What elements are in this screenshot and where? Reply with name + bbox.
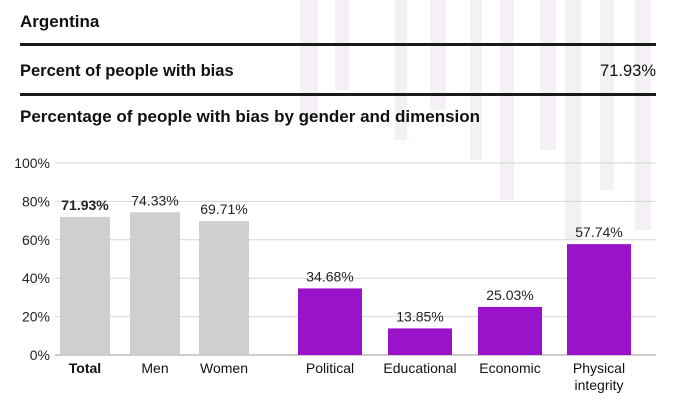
bars <box>60 212 631 355</box>
bar-chart: 0% 20% 40% 60% 80% 100% 71.93% 74.33% 69.71% 34.… <box>14 155 656 393</box>
data-labels: 71.93% 74.33% 69.71% 34.68% 13.85% 25.03% 57.7… <box>61 192 622 324</box>
data-label: 74.33% <box>131 192 178 208</box>
data-label: 57.74% <box>575 224 622 240</box>
category-label: Physical integrity <box>573 360 625 393</box>
category-label: Educational <box>383 360 456 376</box>
y-tick-label: 60% <box>22 232 50 248</box>
category-label: Total <box>69 360 101 376</box>
data-label: 25.03% <box>486 287 533 303</box>
y-tick-label: 100% <box>14 155 50 171</box>
bar-women <box>199 221 249 355</box>
bar-educational <box>388 328 452 355</box>
category-labels: Total Men Women Political Educational Economi… <box>69 360 625 393</box>
category-label: Economic <box>479 360 540 376</box>
data-label: 69.71% <box>200 201 247 217</box>
bar-political <box>298 288 362 355</box>
header-rule-bottom <box>20 93 656 96</box>
metric-label: Percent of people with bias <box>20 62 234 80</box>
y-tick-label: 20% <box>22 309 50 325</box>
category-label: Men <box>141 360 168 376</box>
chart-title: Percentage of people with bias by gender… <box>20 107 481 126</box>
y-tick-label: 40% <box>22 270 50 286</box>
data-label: 34.68% <box>306 268 353 284</box>
bar-total <box>60 216 110 355</box>
country-name: Argentina <box>20 12 100 31</box>
data-label: 13.85% <box>396 308 443 324</box>
y-tick-label: 80% <box>22 193 50 209</box>
y-axis-ticks: 0% 20% 40% 60% 80% 100% <box>14 155 50 363</box>
data-label: 71.93% <box>61 197 109 213</box>
category-label: Women <box>200 360 248 376</box>
category-label: Political <box>306 360 354 376</box>
bar-men <box>130 212 180 355</box>
metric-value: 71.93% <box>600 62 656 80</box>
header-rule-top <box>20 43 656 46</box>
y-tick-label: 0% <box>30 347 50 363</box>
bar-physical-integrity <box>567 244 631 355</box>
bar-economic <box>478 306 542 355</box>
